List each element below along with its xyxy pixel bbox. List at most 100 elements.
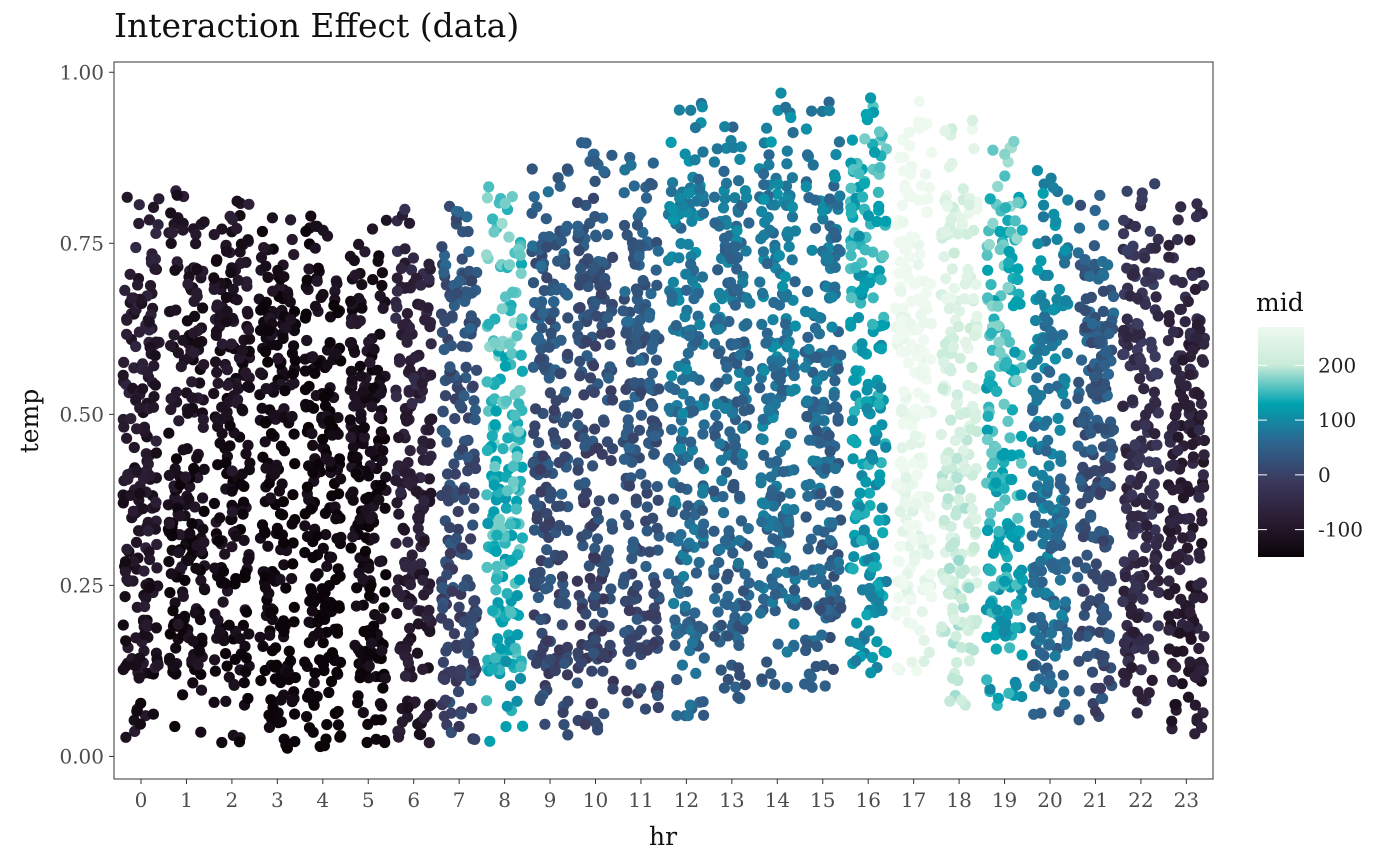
data-point bbox=[846, 134, 859, 146]
data-point bbox=[440, 645, 452, 657]
data-point bbox=[374, 556, 386, 568]
data-point bbox=[719, 121, 731, 133]
data-point bbox=[635, 624, 647, 637]
data-point bbox=[830, 149, 842, 161]
data-point bbox=[807, 455, 819, 467]
data-point bbox=[1139, 419, 1151, 432]
data-point bbox=[866, 651, 879, 664]
data-point bbox=[863, 625, 875, 637]
data-point bbox=[1073, 222, 1086, 234]
data-point bbox=[197, 414, 209, 426]
data-point bbox=[312, 616, 324, 628]
data-point bbox=[953, 305, 965, 317]
data-point bbox=[625, 159, 637, 171]
data-point bbox=[627, 432, 639, 444]
data-point bbox=[260, 260, 272, 272]
data-point bbox=[542, 186, 554, 198]
data-point bbox=[1010, 598, 1022, 610]
data-point bbox=[686, 215, 698, 227]
data-point bbox=[853, 168, 865, 180]
data-point bbox=[417, 663, 429, 676]
data-point bbox=[990, 477, 1002, 489]
data-point bbox=[1042, 316, 1054, 328]
data-point bbox=[232, 274, 244, 286]
data-point bbox=[756, 287, 769, 299]
data-point bbox=[209, 665, 221, 677]
data-point bbox=[622, 645, 634, 657]
data-point bbox=[165, 403, 177, 416]
data-point bbox=[756, 318, 768, 330]
data-point bbox=[314, 740, 326, 753]
data-point bbox=[663, 455, 675, 467]
data-point bbox=[1058, 373, 1070, 385]
data-point bbox=[601, 436, 614, 448]
data-point bbox=[970, 513, 982, 525]
data-point bbox=[1152, 564, 1164, 577]
data-point bbox=[324, 337, 336, 349]
data-point bbox=[364, 590, 376, 602]
data-point bbox=[1003, 336, 1016, 348]
data-point bbox=[376, 700, 388, 712]
data-point bbox=[645, 383, 657, 395]
data-point bbox=[490, 545, 502, 558]
data-point bbox=[391, 584, 403, 596]
data-point bbox=[267, 285, 279, 297]
data-point bbox=[442, 619, 455, 631]
data-point bbox=[315, 591, 327, 604]
data-point bbox=[666, 424, 678, 436]
data-point bbox=[918, 655, 930, 668]
data-point bbox=[580, 137, 592, 149]
data-point bbox=[190, 228, 202, 240]
data-point bbox=[628, 180, 640, 192]
data-point bbox=[541, 272, 553, 284]
data-point bbox=[589, 634, 602, 646]
data-point bbox=[254, 631, 266, 643]
data-point bbox=[1103, 328, 1115, 340]
data-point bbox=[171, 256, 183, 268]
data-point bbox=[913, 194, 925, 206]
data-point bbox=[150, 622, 162, 634]
data-point bbox=[375, 479, 387, 491]
data-point bbox=[317, 433, 329, 445]
data-point bbox=[222, 379, 234, 391]
data-point bbox=[260, 346, 272, 358]
data-point bbox=[589, 175, 601, 187]
data-point bbox=[466, 702, 478, 715]
data-point bbox=[644, 177, 656, 190]
data-point bbox=[1009, 215, 1021, 227]
data-point bbox=[198, 216, 210, 228]
data-point bbox=[1009, 346, 1021, 358]
data-point bbox=[558, 657, 571, 670]
data-point bbox=[225, 266, 237, 279]
data-point bbox=[856, 535, 868, 547]
data-point bbox=[506, 191, 518, 203]
data-point bbox=[788, 618, 800, 630]
data-point bbox=[152, 659, 164, 671]
data-point bbox=[219, 578, 231, 590]
data-point bbox=[785, 111, 797, 124]
data-point bbox=[197, 523, 209, 535]
data-point bbox=[182, 407, 194, 419]
data-point bbox=[1030, 315, 1042, 327]
data-point bbox=[1197, 469, 1209, 481]
data-point bbox=[1103, 675, 1115, 687]
data-point bbox=[1182, 554, 1194, 566]
data-point bbox=[865, 92, 877, 104]
data-point bbox=[509, 409, 521, 421]
data-point bbox=[1032, 264, 1044, 276]
data-point bbox=[1131, 292, 1143, 304]
data-point bbox=[262, 356, 274, 368]
data-point bbox=[918, 634, 930, 647]
data-point bbox=[894, 256, 906, 268]
data-point bbox=[509, 642, 521, 654]
data-point bbox=[1032, 238, 1044, 250]
data-point bbox=[279, 385, 291, 397]
data-point bbox=[318, 665, 330, 677]
data-point bbox=[1131, 611, 1143, 624]
data-point bbox=[319, 507, 331, 519]
data-point bbox=[574, 619, 586, 631]
data-point bbox=[598, 416, 610, 428]
data-point bbox=[150, 227, 162, 239]
data-point bbox=[456, 253, 468, 265]
data-point bbox=[728, 482, 740, 494]
